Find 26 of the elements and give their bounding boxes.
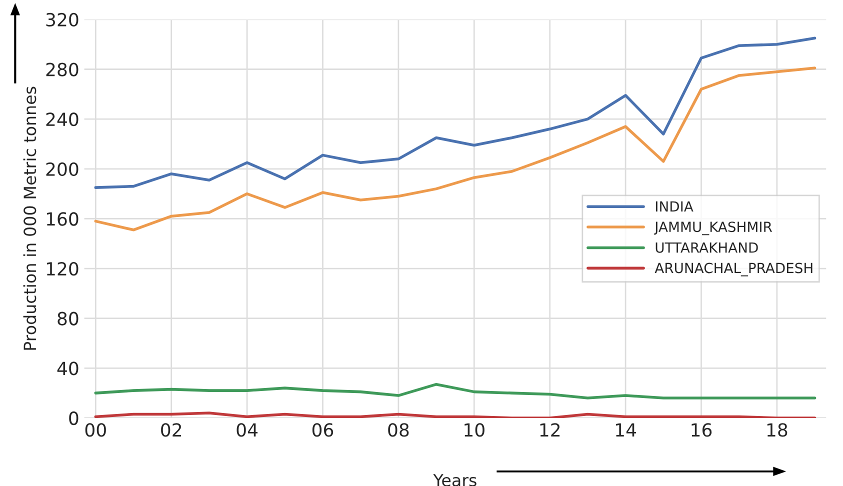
legend-label: JAMMU_KASHMIR	[654, 222, 772, 236]
x-tick-label: 10	[464, 423, 484, 437]
x-tick-label: 04	[236, 423, 258, 437]
y-tick-label: 240	[46, 112, 78, 126]
x-tick-label: 18	[767, 423, 788, 437]
y-tick-label: 120	[46, 262, 78, 276]
y-tick-label: 280	[46, 62, 78, 76]
y-tick-label: 320	[46, 12, 78, 27]
x-tick-label: 16	[692, 423, 712, 437]
x-tick-label: 08	[388, 423, 409, 437]
x-tick-label: 12	[540, 423, 560, 437]
y-tick-label: 0	[69, 411, 78, 426]
y-tick-label: 200	[46, 162, 78, 176]
x-tick-label: 14	[616, 423, 636, 437]
y-axis-title: Production in 000 Metric tonnes	[23, 86, 36, 350]
x-tick-label: 00	[85, 423, 106, 437]
legend-label: ARUNACHAL_PRADESH	[654, 262, 812, 276]
x-tick-label: 02	[161, 423, 182, 437]
x-tick-label: 06	[312, 423, 334, 437]
y-tick-label: 80	[58, 312, 78, 326]
legend-label: UTTARAKHAND	[656, 242, 758, 253]
y-tick-label: 40	[57, 362, 78, 376]
line-series	[94, 36, 816, 189]
y-tick-label: 160	[46, 212, 78, 226]
line-series	[94, 382, 816, 400]
legend-label: INDIA	[656, 201, 694, 212]
